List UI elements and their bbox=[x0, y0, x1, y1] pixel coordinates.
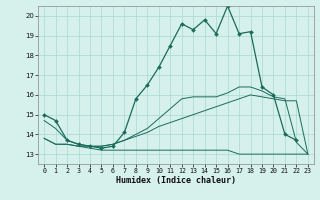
X-axis label: Humidex (Indice chaleur): Humidex (Indice chaleur) bbox=[116, 176, 236, 185]
